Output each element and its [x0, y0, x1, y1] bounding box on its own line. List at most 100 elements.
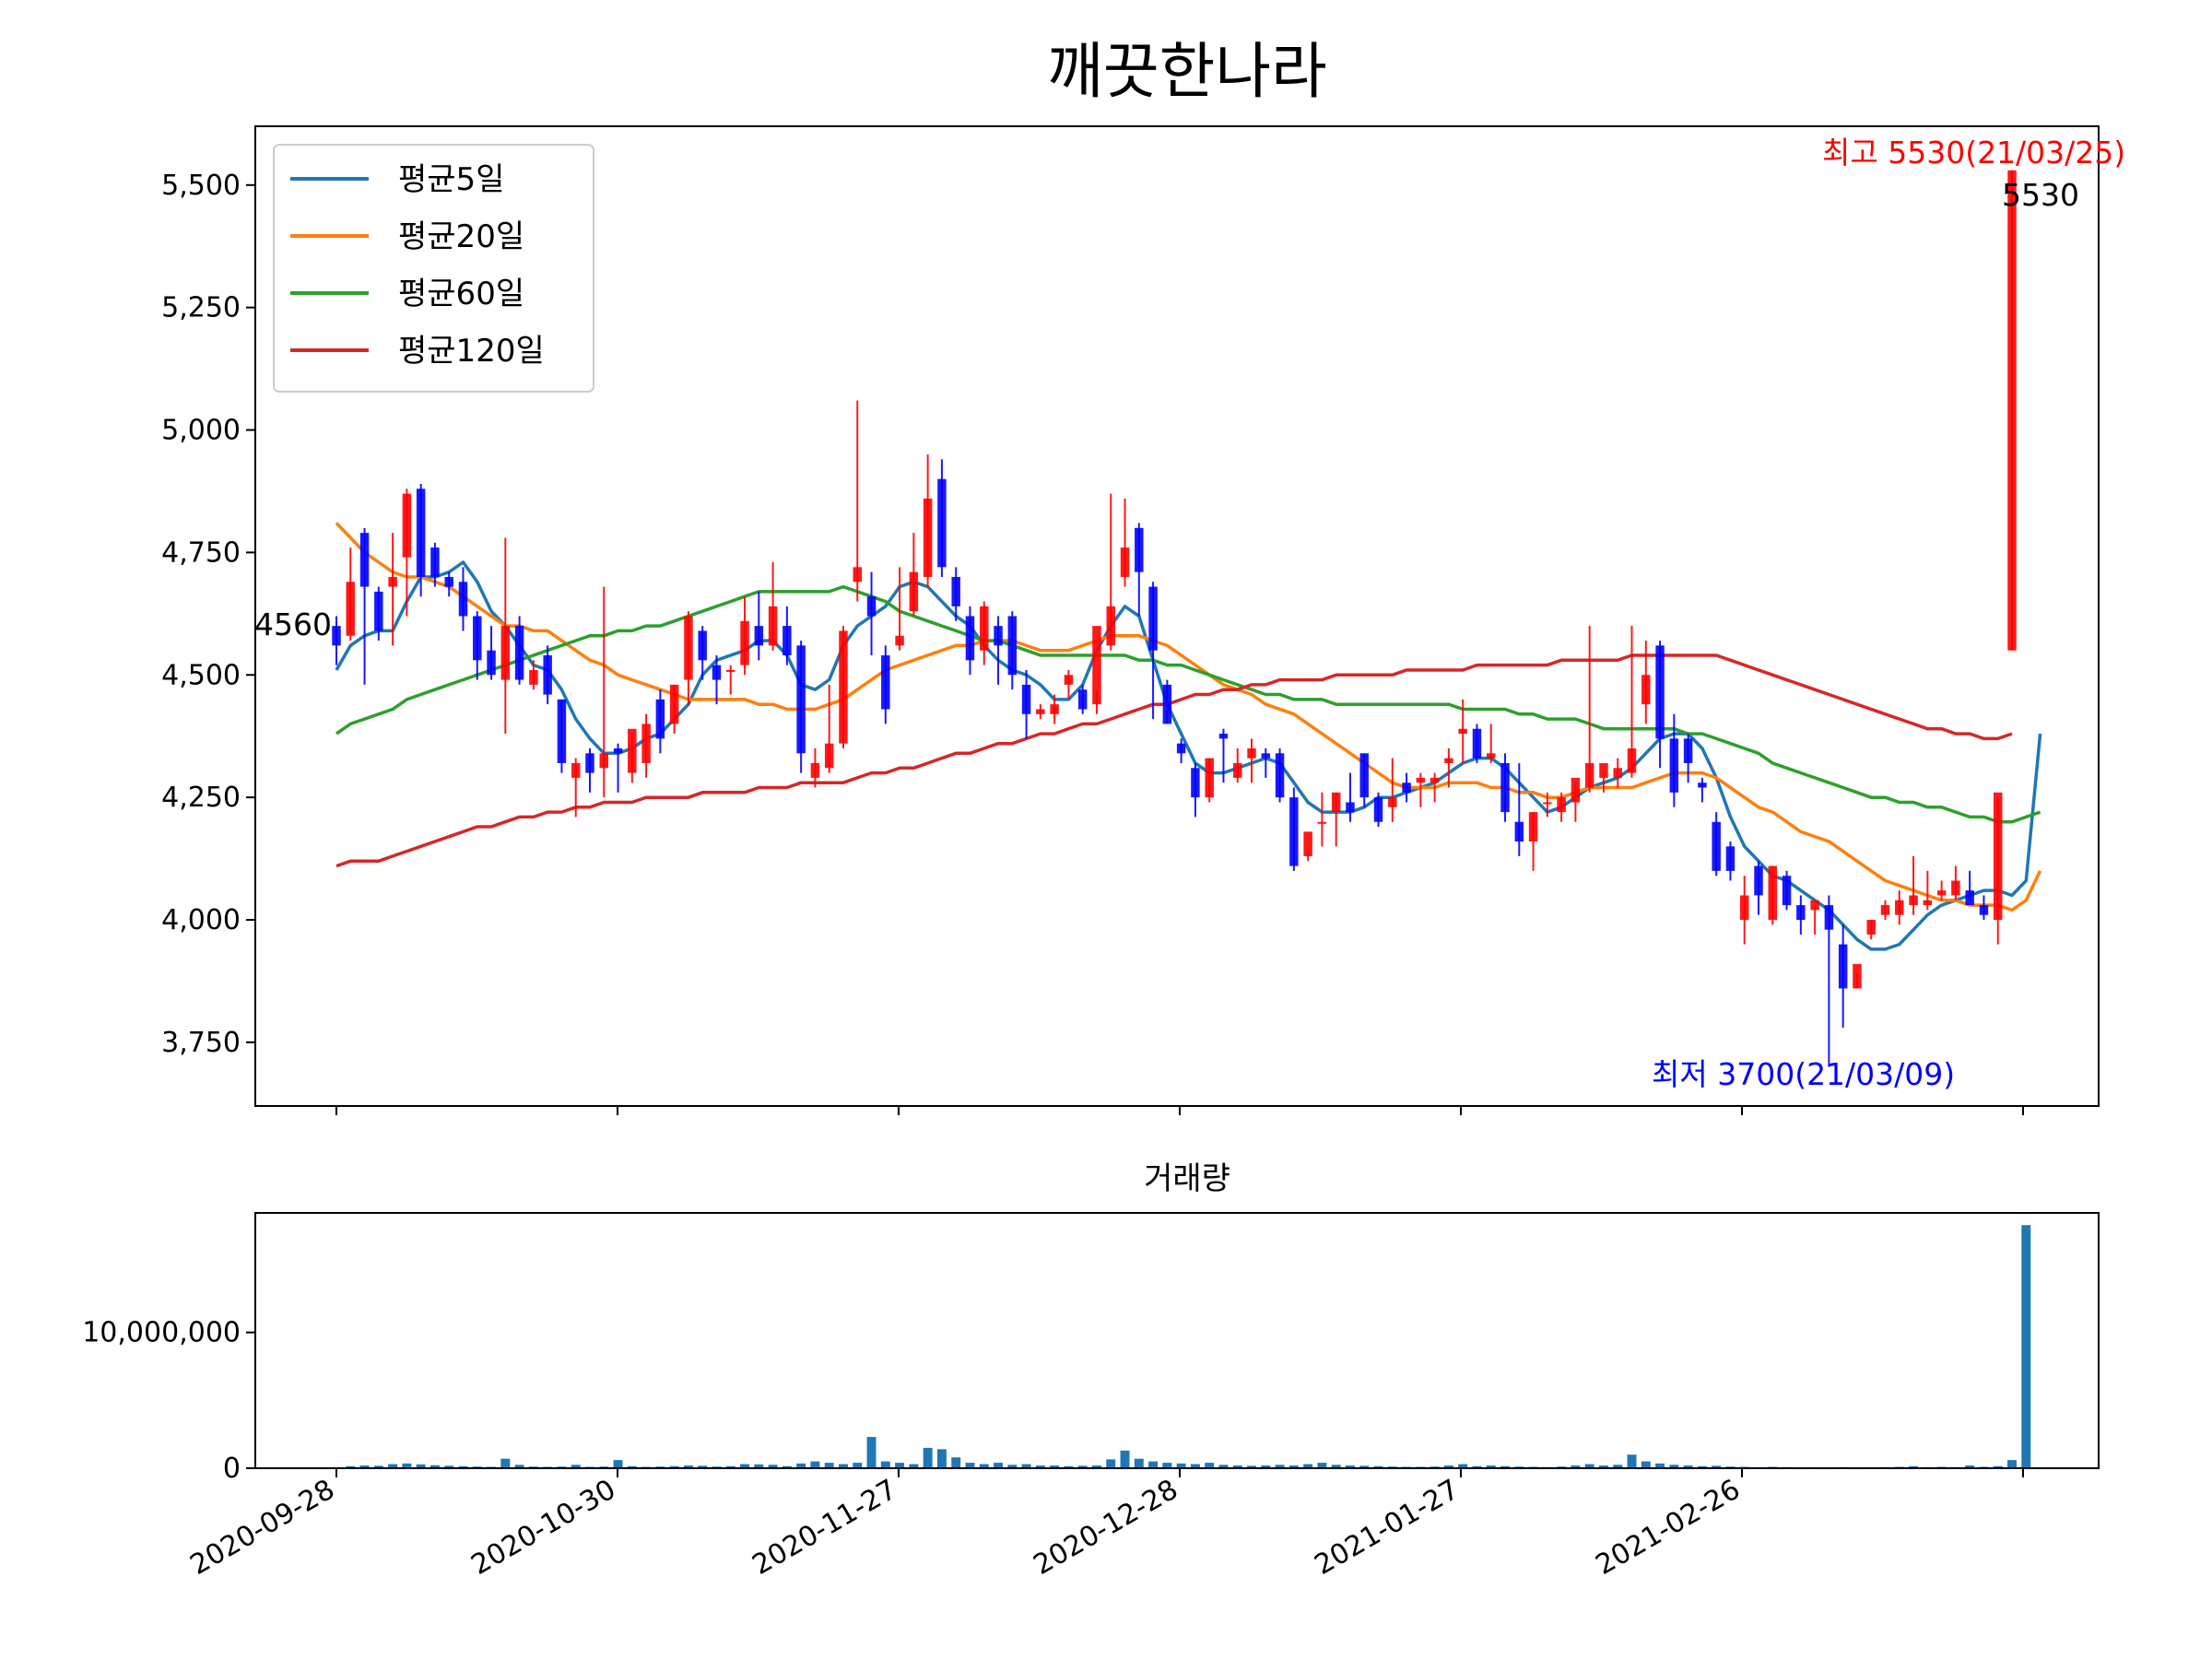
candle-body — [782, 626, 792, 656]
ma-line — [335, 653, 2013, 868]
volume-bar — [1331, 1465, 1341, 1468]
candle-body — [810, 762, 820, 778]
candle-body — [1655, 645, 1665, 739]
volume-bar — [1443, 1465, 1453, 1468]
candle-body — [1373, 797, 1383, 822]
candle-body — [895, 635, 904, 646]
candle-body — [1416, 777, 1426, 783]
candle-body — [923, 498, 933, 577]
candle-body — [1331, 792, 1341, 813]
candle-body — [684, 616, 693, 680]
candle-body — [965, 616, 975, 661]
volume-bar — [1077, 1465, 1088, 1468]
candle-body — [1951, 880, 1960, 896]
candle-body — [359, 533, 370, 587]
volume-bar — [1613, 1465, 1623, 1468]
y-tick-label: 3,750 — [161, 1027, 241, 1059]
volume-bar — [1655, 1463, 1665, 1468]
candle-body — [1627, 748, 1637, 773]
candle-body — [1584, 762, 1594, 788]
candle-body — [1064, 675, 1074, 685]
y-tick-label: 4,000 — [161, 904, 241, 936]
candle-body — [796, 645, 806, 754]
candle-body — [346, 582, 356, 636]
volume-bar — [1035, 1465, 1045, 1468]
candle-body — [1106, 606, 1115, 646]
volume-bar — [1007, 1465, 1018, 1468]
candle-body — [1698, 782, 1707, 788]
candle-body — [740, 620, 749, 665]
volume-bar — [1500, 1465, 1510, 1468]
volume-bar — [1120, 1450, 1130, 1468]
candle-body — [332, 626, 341, 646]
volume-bar — [965, 1463, 975, 1468]
candle-body — [712, 665, 722, 680]
candle-body — [669, 684, 679, 724]
candle-body — [1205, 758, 1214, 798]
candle-body — [1796, 905, 1806, 921]
candle-body — [500, 626, 511, 680]
candle-body — [1275, 753, 1285, 798]
volume-bar — [388, 1464, 398, 1468]
candle-body — [1261, 753, 1271, 759]
candle-body — [1683, 738, 1693, 763]
volume-bar — [1064, 1465, 1074, 1468]
candle-body — [1557, 797, 1566, 813]
y-tick-label: 4,750 — [161, 536, 241, 569]
candle-body — [1487, 753, 1496, 759]
candle-body — [909, 571, 919, 612]
volume-bar — [1021, 1464, 1031, 1468]
candle-body — [613, 748, 623, 754]
candle-body — [1810, 900, 1819, 911]
candle-body — [1218, 734, 1229, 739]
volume-bar — [895, 1463, 905, 1468]
candle-body — [853, 567, 862, 582]
legend-label: 평균120일 — [398, 333, 545, 370]
candle-body — [1359, 753, 1369, 798]
candle-body — [1514, 821, 1524, 841]
candle-body — [1853, 963, 1862, 989]
volume-bar — [416, 1464, 426, 1468]
candle-body — [2007, 170, 2017, 651]
candle-body — [1824, 905, 1834, 930]
volume-chart-title: 거래량 — [1144, 1160, 1230, 1197]
volume-bar — [725, 1465, 735, 1468]
volume-bar — [1303, 1464, 1313, 1468]
candle-body — [1092, 626, 1101, 705]
volume-bar — [1359, 1465, 1370, 1468]
volume-bar — [810, 1461, 820, 1468]
volume-bar — [1993, 1465, 2003, 1468]
volume-bar — [500, 1458, 511, 1468]
candle-body — [1120, 547, 1130, 577]
candle-body — [529, 669, 538, 685]
volume-bar — [824, 1463, 834, 1468]
candle-body — [1739, 895, 1749, 921]
volume-bar — [853, 1463, 863, 1468]
candle-body — [1571, 777, 1581, 803]
ma-line — [335, 522, 2042, 912]
chart-title: 깨끗한나라 — [1047, 36, 1327, 107]
candle-body — [430, 547, 440, 577]
volume-bar — [346, 1465, 356, 1468]
candle-body — [1909, 895, 1918, 906]
candle-body — [1176, 743, 1186, 754]
volume-bar — [1627, 1454, 1637, 1468]
volume-bar — [994, 1463, 1003, 1468]
y-tick-label: 4,250 — [161, 782, 241, 814]
price-plot-area — [254, 125, 2100, 1107]
end-price-label: 5530 — [2002, 177, 2079, 213]
volume-bar — [866, 1437, 877, 1468]
volume-y-axis: 0 10,000,000 — [82, 1317, 255, 1485]
volume-bar — [1683, 1465, 1693, 1468]
candle-body — [937, 478, 947, 568]
candle-body — [1782, 876, 1792, 906]
candle-body — [473, 616, 482, 661]
volume-bar — [740, 1464, 750, 1468]
candle-body — [1430, 777, 1440, 783]
candle-body — [1050, 704, 1059, 714]
candle-body — [571, 762, 581, 778]
candle-body — [543, 655, 552, 695]
volume-bar — [768, 1465, 778, 1468]
volume-bar — [1050, 1465, 1060, 1468]
